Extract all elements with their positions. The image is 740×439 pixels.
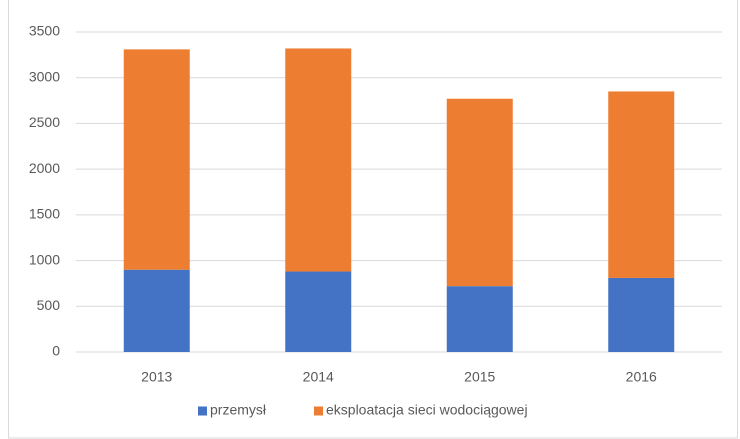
x-tick-label: 2014 — [303, 369, 334, 385]
bar-segment — [285, 48, 352, 272]
bar-segment — [123, 49, 190, 270]
bar-segment — [446, 98, 513, 287]
bar-segment — [608, 91, 675, 278]
y-tick-label: 2000 — [29, 160, 60, 176]
x-tick-label: 2013 — [141, 369, 172, 385]
y-tick-label: 2500 — [29, 114, 60, 130]
y-tick-label: 1500 — [29, 206, 60, 222]
bar-segment — [446, 286, 513, 352]
y-tick-label: 3500 — [29, 23, 60, 39]
legend-label: eksploatacja sieci wodociągowej — [326, 402, 528, 418]
x-tick-label: 2015 — [464, 369, 495, 385]
legend-swatch — [198, 406, 207, 416]
bar-segment — [285, 271, 352, 352]
legend-label: przemysł — [210, 402, 267, 418]
legend-swatch — [314, 406, 323, 416]
y-tick-label: 0 — [52, 343, 60, 359]
x-tick-label: 2016 — [626, 369, 657, 385]
y-tick-label: 500 — [37, 297, 61, 313]
y-tick-label: 1000 — [29, 251, 60, 267]
bar-segment — [123, 269, 190, 352]
bar-segment — [608, 277, 675, 352]
y-tick-label: 3000 — [29, 68, 60, 84]
